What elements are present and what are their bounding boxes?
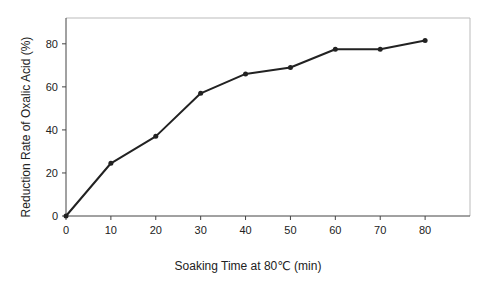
x-tick: [335, 216, 336, 220]
x-tick-label: 10: [105, 224, 117, 236]
x-tick: [200, 216, 201, 220]
y-tick: [62, 43, 66, 44]
y-tick: [62, 129, 66, 130]
x-tick: [425, 216, 426, 220]
y-tick: [62, 86, 66, 87]
x-tick-label: 20: [150, 224, 162, 236]
data-point: [333, 47, 338, 52]
x-tick-label: 60: [329, 224, 341, 236]
plot-area: [64, 38, 428, 218]
data-point: [378, 47, 383, 52]
data-point: [288, 65, 293, 70]
series-line: [66, 41, 425, 216]
x-tick: [290, 216, 291, 220]
y-tick: [62, 172, 66, 173]
y-tick-label: 20: [46, 167, 58, 179]
data-point: [423, 38, 428, 43]
x-tick: [380, 216, 381, 220]
y-tick-label: 0: [52, 210, 58, 222]
data-point: [243, 71, 248, 76]
data-point: [153, 134, 158, 139]
x-tick-label: 0: [63, 224, 69, 236]
y-tick-label: 80: [46, 38, 58, 50]
y-tick-label: 40: [46, 124, 58, 136]
x-tick: [245, 216, 246, 220]
x-tick-label: 50: [284, 224, 296, 236]
x-axis-line: [66, 216, 470, 217]
y-axis-line: [66, 18, 67, 216]
data-point: [198, 91, 203, 96]
chart-container: 0 20 40 60 80 0 10 20 30 40 50 60 70 80 Soaking Time a…: [0, 0, 482, 289]
x-tick: [110, 216, 111, 220]
x-tick-label: 40: [239, 224, 251, 236]
y-tick-label: 60: [46, 81, 58, 93]
x-tick-label: 30: [195, 224, 207, 236]
y-axis-label: Reduction Rate of Oxalic Acid (%): [19, 37, 33, 218]
data-point: [64, 214, 69, 219]
x-axis-label: Soaking Time at 80℃ (min): [175, 259, 322, 273]
x-tick-label: 80: [419, 224, 431, 236]
plot-frame: [66, 18, 470, 216]
x-tick: [155, 216, 156, 220]
data-point: [108, 161, 113, 166]
x-tick-label: 70: [374, 224, 386, 236]
chart-svg: 0 20 40 60 80 0 10 20 30 40 50 60 70 80 Soaking Time a…: [0, 0, 482, 289]
